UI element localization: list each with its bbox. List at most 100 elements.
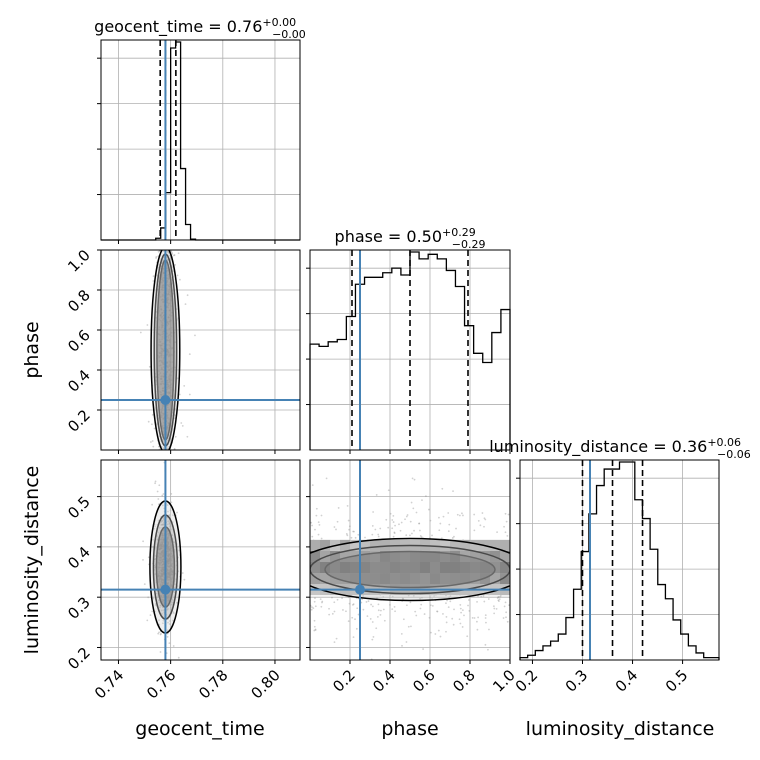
sample-luminosity-distance-vs-geocent-time-193 [168, 623, 171, 625]
sample-luminosity-distance-vs-geocent-time-510 [157, 531, 160, 534]
sample-luminosity-distance-vs-phase-804 [402, 598, 405, 600]
sample-luminosity-distance-vs-phase-614 [410, 501, 413, 504]
sample-luminosity-distance-vs-geocent-time-119 [171, 603, 173, 606]
density-cell-15-6 [460, 539, 470, 551]
sample-luminosity-distance-vs-phase-643 [392, 535, 395, 538]
hist-geocent-time-bin-13 [166, 193, 171, 240]
sample-phase-vs-geocent-time-534 [167, 447, 169, 450]
sample-luminosity-distance-vs-phase-500 [473, 513, 476, 516]
hist-phase-bin-0 [310, 344, 319, 450]
sample-luminosity-distance-vs-phase-263 [387, 489, 390, 492]
sample-luminosity-distance-vs-geocent-time-520 [160, 632, 162, 635]
sample-luminosity-distance-vs-geocent-time-857 [151, 610, 154, 613]
hist-luminosity-distance-bin-6 [566, 618, 574, 660]
sample-phase-vs-geocent-time-468 [176, 274, 179, 277]
sample-luminosity-distance-vs-geocent-time-398 [154, 525, 156, 528]
hist-luminosity-distance-bin-19 [665, 599, 673, 660]
sample-phase-vs-geocent-time-584 [170, 251, 173, 254]
sample-phase-vs-geocent-time-718 [153, 427, 156, 430]
sample-luminosity-distance-vs-geocent-time-587 [169, 604, 172, 607]
sample-luminosity-distance-vs-phase-266 [453, 608, 455, 611]
hist-luminosity-distance-bin-21 [681, 634, 689, 660]
ytick-label-phase-4: 1.0 [64, 246, 94, 276]
sample-luminosity-distance-vs-phase-803 [393, 606, 396, 608]
hist-geocent-time-outline [101, 41, 300, 241]
sample-luminosity-distance-vs-phase-531 [362, 608, 365, 611]
sample-luminosity-distance-vs-phase-473 [482, 595, 485, 597]
sample-luminosity-distance-vs-phase-408 [438, 516, 440, 519]
ticks-phase-vs-geocent-time [97, 249, 276, 454]
sample-luminosity-distance-vs-phase-4 [352, 603, 355, 606]
sample-luminosity-distance-vs-phase-451 [352, 530, 355, 533]
sample-luminosity-distance-vs-phase-771 [419, 535, 422, 537]
sample-phase-vs-geocent-time-314 [188, 353, 191, 356]
hist-phase-bin-13 [428, 254, 437, 450]
sample-luminosity-distance-vs-geocent-time-263 [159, 606, 161, 609]
sample-luminosity-distance-vs-phase-696 [406, 514, 409, 516]
sample-luminosity-distance-vs-phase-522 [404, 518, 406, 521]
sample-luminosity-distance-vs-geocent-time-529 [167, 520, 169, 523]
density-cell-19-6 [500, 539, 510, 551]
xlabel-geocent-time: geocent_time [135, 718, 264, 740]
sample-luminosity-distance-vs-geocent-time-82 [171, 601, 174, 604]
sample-luminosity-distance-vs-geocent-time-854 [161, 523, 164, 526]
sample-luminosity-distance-vs-geocent-time-272 [171, 619, 174, 622]
sample-luminosity-distance-vs-phase-75 [434, 633, 437, 635]
sample-phase-vs-geocent-time-396 [167, 251, 170, 254]
sample-luminosity-distance-vs-geocent-time-328 [168, 514, 171, 517]
sample-luminosity-distance-vs-phase-418 [346, 504, 349, 507]
sample-luminosity-distance-vs-phase-122 [382, 608, 385, 611]
sample-luminosity-distance-vs-geocent-time-142 [168, 523, 171, 525]
density-cell-18-6 [490, 539, 500, 551]
sample-luminosity-distance-vs-phase-611 [362, 594, 365, 597]
hist-geocent-time-bin-14 [171, 48, 176, 240]
density-cell-3-5 [340, 550, 350, 562]
sample-luminosity-distance-vs-phase-852 [487, 598, 490, 600]
sample-luminosity-distance-vs-geocent-time-606 [160, 520, 163, 523]
sample-luminosity-distance-vs-phase-107 [398, 523, 400, 526]
sample-luminosity-distance-vs-geocent-time-788 [170, 601, 173, 604]
sample-luminosity-distance-vs-phase-640 [448, 523, 451, 526]
sample-luminosity-distance-vs-geocent-time-573 [154, 547, 157, 549]
ytick-label-luminosity-distance-2: 0.4 [64, 543, 94, 573]
title-phase-minus: −0.29 [452, 238, 486, 251]
sample-luminosity-distance-vs-phase-582 [498, 600, 500, 602]
sample-luminosity-distance-vs-phase-346 [419, 597, 422, 600]
sample-phase-vs-geocent-time-237 [173, 254, 175, 257]
sample-luminosity-distance-vs-phase-406 [445, 630, 447, 633]
sample-luminosity-distance-vs-phase-700 [436, 610, 438, 613]
sample-luminosity-distance-vs-geocent-time-346 [151, 546, 153, 548]
sample-luminosity-distance-vs-phase-105 [310, 521, 313, 524]
sample-luminosity-distance-vs-geocent-time-660 [171, 534, 174, 537]
sample-luminosity-distance-vs-geocent-time-713 [168, 521, 171, 524]
sample-luminosity-distance-vs-phase-808 [412, 507, 415, 510]
xlabel-luminosity-distance: luminosity_distance [526, 718, 715, 740]
sample-luminosity-distance-vs-geocent-time-318 [170, 603, 173, 606]
sample-luminosity-distance-vs-phase-369 [461, 609, 464, 612]
sample-phase-vs-geocent-time-30 [167, 447, 170, 450]
sample-luminosity-distance-vs-geocent-time-700 [177, 656, 180, 659]
ytick-label-phase-2: 0.6 [64, 326, 94, 356]
sample-luminosity-distance-vs-phase-897 [393, 531, 396, 534]
sample-luminosity-distance-vs-phase-347 [364, 536, 366, 539]
hist-phase-bin-16 [455, 287, 464, 450]
sample-luminosity-distance-vs-phase-613 [476, 628, 479, 631]
sample-luminosity-distance-vs-phase-470 [405, 534, 408, 537]
sample-luminosity-distance-vs-phase-197 [348, 528, 351, 531]
sample-luminosity-distance-vs-geocent-time-52 [176, 511, 178, 514]
sample-luminosity-distance-vs-phase-635 [389, 603, 391, 606]
sample-luminosity-distance-vs-geocent-time-447 [171, 599, 174, 602]
sample-luminosity-distance-vs-phase-218 [458, 618, 461, 621]
sample-phase-vs-geocent-time-720 [148, 365, 151, 368]
ytick-label-luminosity-distance-3: 0.5 [64, 493, 94, 523]
sample-luminosity-distance-vs-phase-770 [333, 526, 336, 528]
title-phase: phase = 0.50+0.29 −0.29 [335, 226, 486, 251]
sample-luminosity-distance-vs-phase-792 [496, 531, 498, 534]
hist-panel-geocent-time: geocent_time = 0.76+0.00 −0.00 [94, 16, 306, 244]
sample-phase-vs-geocent-time-683 [152, 445, 155, 448]
sample-luminosity-distance-vs-phase-760 [484, 617, 487, 619]
sample-luminosity-distance-vs-phase-552 [498, 598, 501, 601]
sample-phase-vs-geocent-time-538 [177, 252, 180, 255]
ticks-geocent-time-hist [97, 57, 276, 244]
sample-luminosity-distance-vs-phase-776 [458, 514, 461, 517]
